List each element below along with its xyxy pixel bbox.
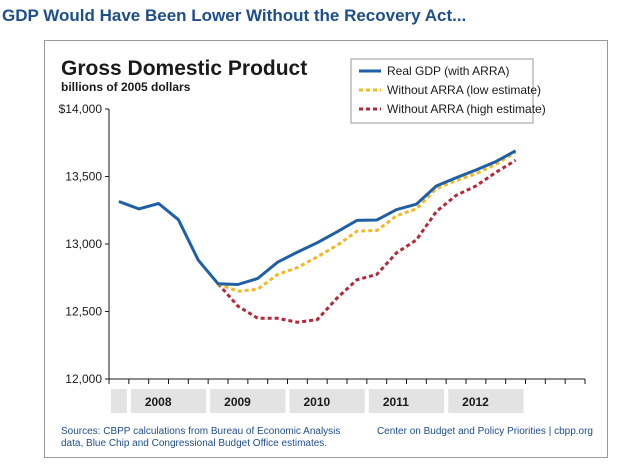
chart-panel: Gross Domestic Product billions of 2005 … [44,40,608,458]
legend-items: Real GDP (with ARRA) Without ARRA (low es… [359,64,546,116]
chart-subtitle: billions of 2005 dollars [61,80,191,94]
x-axis [108,378,586,384]
year-bands: 2008 2009 2010 2011 2012 [111,389,524,413]
source-line-1: Sources: CBPP calculations from Bureau o… [61,426,340,437]
gdp-chart: Gross Domestic Product billions of 2005 … [59,57,593,449]
year-label: 2010 [304,395,331,409]
page-headline: GDP Would Have Been Lower Without the Re… [2,6,467,25]
y-tick-label: 13,000 [65,237,102,251]
year-band [111,389,127,413]
chart-title: Gross Domestic Product [61,57,307,80]
y-tick-label: 12,000 [65,372,102,386]
year-band [448,389,524,413]
series-line-2 [216,159,517,324]
year-label: 2011 [383,395,409,409]
year-band [368,389,445,413]
credit-line: Center on Budget and Policy Priorities |… [377,426,593,437]
legend-label: Without ARRA (high estimate) [387,102,546,116]
y-axis: $14,000 13,500 13,000 12,500 12,000 [59,102,110,386]
series-lines [118,149,517,324]
year-band [289,389,365,413]
year-label: 2012 [462,395,489,409]
y-tick-label: 12,500 [65,305,102,319]
series-line-1 [217,150,517,293]
year-label: 2009 [224,395,251,409]
year-label: 2008 [145,395,172,409]
y-tick-label: $14,000 [59,102,103,116]
y-tick-label: 13,500 [65,170,102,184]
legend-label: Real GDP (with ARRA) [387,64,509,78]
legend: Real GDP (with ARRA) Without ARRA (low es… [350,58,546,124]
legend-box [350,58,534,124]
year-band [130,389,207,413]
legend-label: Without ARRA (low estimate) [387,83,541,97]
source-line-2: data, Blue Chip and Congressional Budget… [61,438,327,449]
year-band [210,389,286,413]
series-line-0 [118,149,517,286]
